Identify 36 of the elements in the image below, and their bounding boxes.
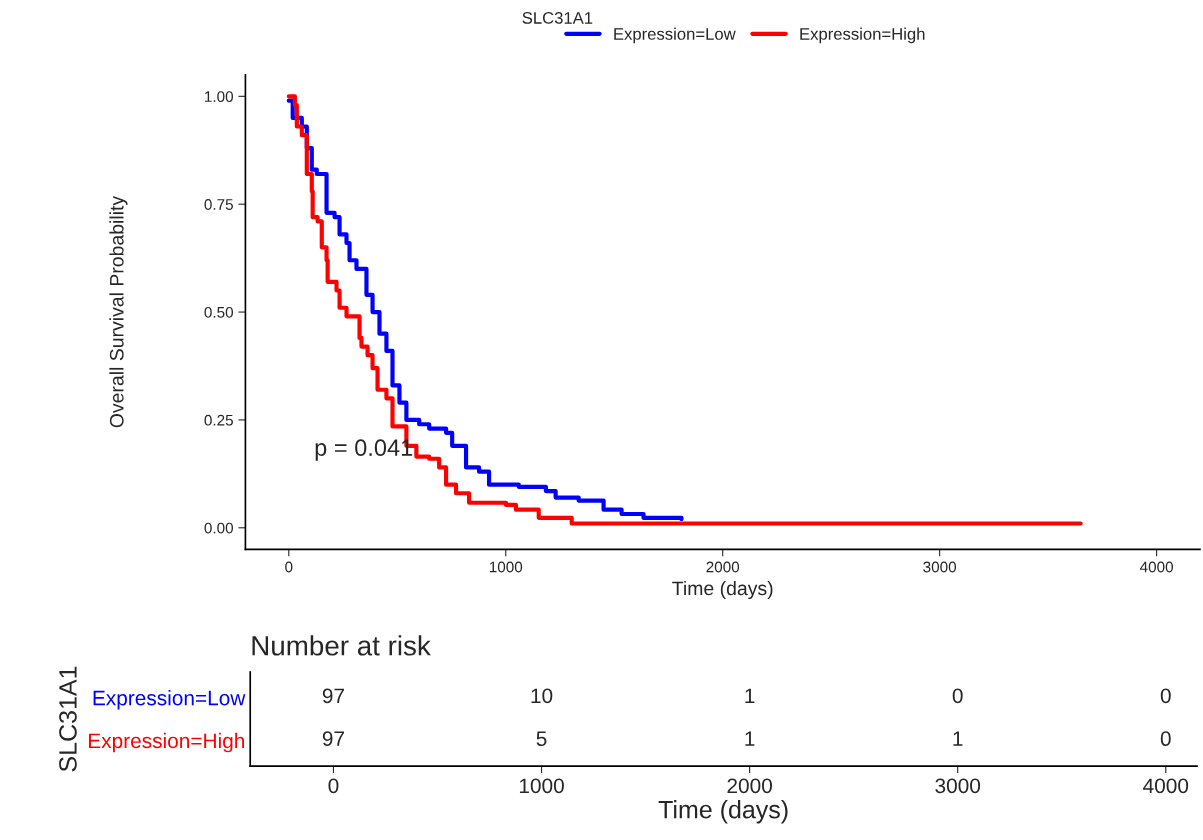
chart-title: Number at risk <box>252 635 431 656</box>
x-axis-title: Time (days) <box>672 580 773 600</box>
data-label: 10 <box>531 688 553 704</box>
annotation: p = 0.041 <box>315 439 413 461</box>
y-tick-label: Expression=High <box>89 732 245 753</box>
data-label: 5 <box>536 731 547 747</box>
y-tick-label: 0.75 <box>204 199 233 210</box>
x-tick-label: 0 <box>328 778 339 794</box>
y-axis-title: SLC31A1 <box>59 666 77 772</box>
legend-title: SLC31A1 <box>522 11 593 24</box>
y-tick-label: 0.00 <box>204 522 234 534</box>
x-tick-label: 1000 <box>489 561 523 573</box>
x-tick-label: 2000 <box>727 778 772 794</box>
x-tick-label: 4000 <box>1139 561 1173 573</box>
x-tick-label: 3000 <box>923 561 957 573</box>
x-tick-label: 0 <box>285 561 293 573</box>
legend-label: Expression=Low <box>614 27 736 44</box>
x-tick-label: 4000 <box>1143 778 1189 794</box>
data-label: 0 <box>1160 731 1171 747</box>
data-label: 97 <box>322 731 344 747</box>
x-tick-label: 3000 <box>935 778 981 794</box>
y-tick-label: Expression=Low <box>93 690 246 710</box>
data-label: 1 <box>745 731 755 746</box>
data-label: 0 <box>952 688 963 704</box>
legend-label: Expression=High <box>800 27 925 44</box>
data-label: 0 <box>1160 688 1171 704</box>
y-tick-label: 1.00 <box>205 91 234 103</box>
data-label: 1 <box>953 731 963 746</box>
y-axis-title: Overall Survival Probability <box>109 195 128 428</box>
x-tick-label: 2000 <box>706 561 740 573</box>
y-tick-label: 0.25 <box>204 414 233 426</box>
data-label: 97 <box>322 688 344 704</box>
data-label: 1 <box>745 688 755 704</box>
x-tick-label: 1000 <box>519 778 564 794</box>
x-axis-title: Time (days) <box>658 800 788 824</box>
y-tick-label: 0.50 <box>204 306 234 318</box>
